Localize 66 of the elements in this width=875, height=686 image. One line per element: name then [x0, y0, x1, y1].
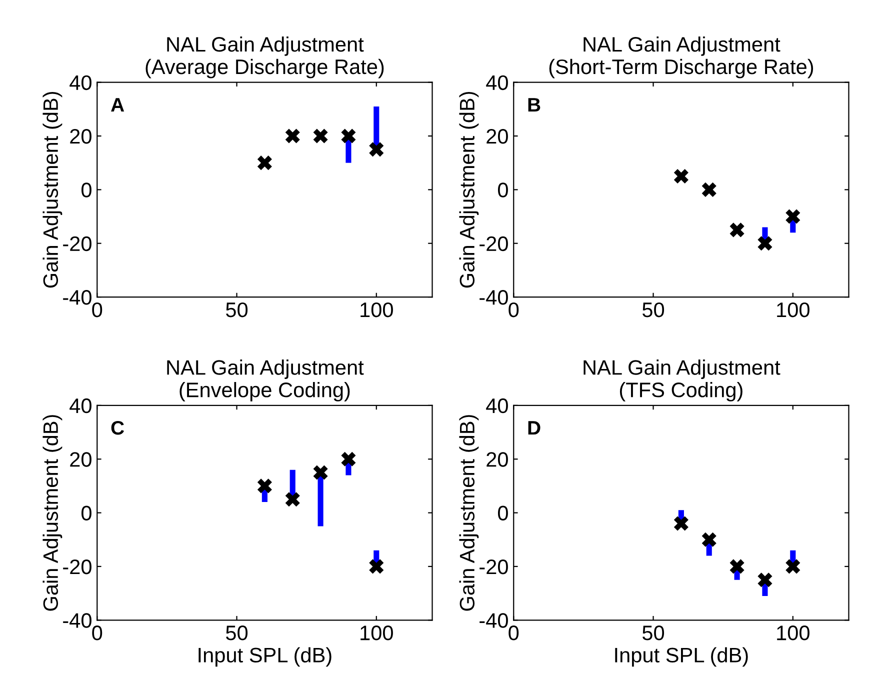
- y-tick-label: -40: [63, 290, 92, 305]
- x-tick-label: 100: [360, 302, 393, 318]
- point: [674, 516, 688, 531]
- point: [786, 559, 800, 574]
- point: [702, 182, 716, 197]
- x-tick-label: 0: [92, 302, 102, 318]
- annotation: B: [528, 98, 540, 112]
- point: [369, 142, 384, 157]
- y-axis-title: Gain Adjustment (dB): [459, 92, 479, 288]
- point: [341, 452, 356, 466]
- y-tick-label: 0: [81, 506, 92, 521]
- y-tick-label: 20: [486, 129, 508, 144]
- y-tick-label: -20: [480, 236, 508, 252]
- y-tick-label: 0: [498, 506, 508, 521]
- point: [257, 478, 272, 494]
- y-tick-label: 0: [498, 182, 508, 198]
- annotation: D: [528, 421, 540, 435]
- x-tick-label: 50: [226, 626, 248, 640]
- chart-title: NAL Gain Adjustment (Envelope Coding): [167, 360, 364, 402]
- x-tick-label: 0: [508, 302, 519, 318]
- x-axis-title: Input SPL (dB): [615, 647, 748, 667]
- point: [758, 572, 772, 588]
- point: [285, 128, 300, 144]
- y-tick-label: 40: [486, 398, 508, 414]
- y-axis-title: Gain Adjustment (dB): [42, 415, 62, 611]
- y-tick-label: -20: [63, 236, 92, 252]
- y-tick-label: -40: [63, 613, 92, 628]
- y-tick-label: 40: [70, 75, 92, 90]
- point: [313, 128, 328, 144]
- point: [674, 168, 688, 184]
- y-tick-label: 40: [486, 75, 508, 90]
- point: [702, 532, 716, 547]
- x-tick-label: 0: [92, 626, 102, 640]
- point: [730, 559, 744, 574]
- x-tick-label: 0: [508, 626, 519, 640]
- point: [285, 492, 300, 507]
- y-tick-label: 20: [486, 452, 508, 467]
- x-tick-label: 50: [226, 302, 248, 318]
- x-tick-label: 100: [777, 626, 810, 640]
- point: [341, 128, 356, 144]
- x-tick-label: 50: [642, 302, 664, 318]
- chart-title: NAL Gain Adjustment (Short-Term Discharge Rate): [549, 36, 814, 78]
- point: [786, 209, 800, 224]
- y-tick-label: 20: [70, 129, 92, 144]
- x-axis-title: Input SPL (dB): [198, 647, 332, 667]
- point: [313, 465, 328, 480]
- y-tick-label: -40: [480, 290, 508, 305]
- annotation: C: [111, 420, 124, 435]
- y-axis-title: Gain Adjustment (dB): [459, 415, 479, 611]
- point: [257, 156, 272, 170]
- chart-title: NAL Gain Adjustment (Average Discharge Rate): [146, 36, 384, 78]
- y-tick-label: 40: [70, 398, 92, 414]
- x-tick-label: 100: [360, 626, 393, 640]
- y-tick-label: -40: [480, 613, 508, 628]
- point: [730, 222, 744, 238]
- y-tick-label: 0: [81, 182, 92, 198]
- point: [758, 236, 772, 251]
- annotation: A: [111, 98, 124, 112]
- x-tick-label: 100: [777, 302, 810, 318]
- y-axis-title: Gain Adjustment (dB): [42, 92, 62, 288]
- chart-title: NAL Gain Adjustment (TFS Coding): [584, 360, 780, 402]
- x-tick-label: 50: [642, 626, 664, 640]
- y-tick-label: 20: [70, 452, 92, 467]
- y-tick-label: -20: [63, 559, 92, 574]
- y-tick-label: -20: [480, 559, 508, 574]
- point: [369, 559, 384, 574]
